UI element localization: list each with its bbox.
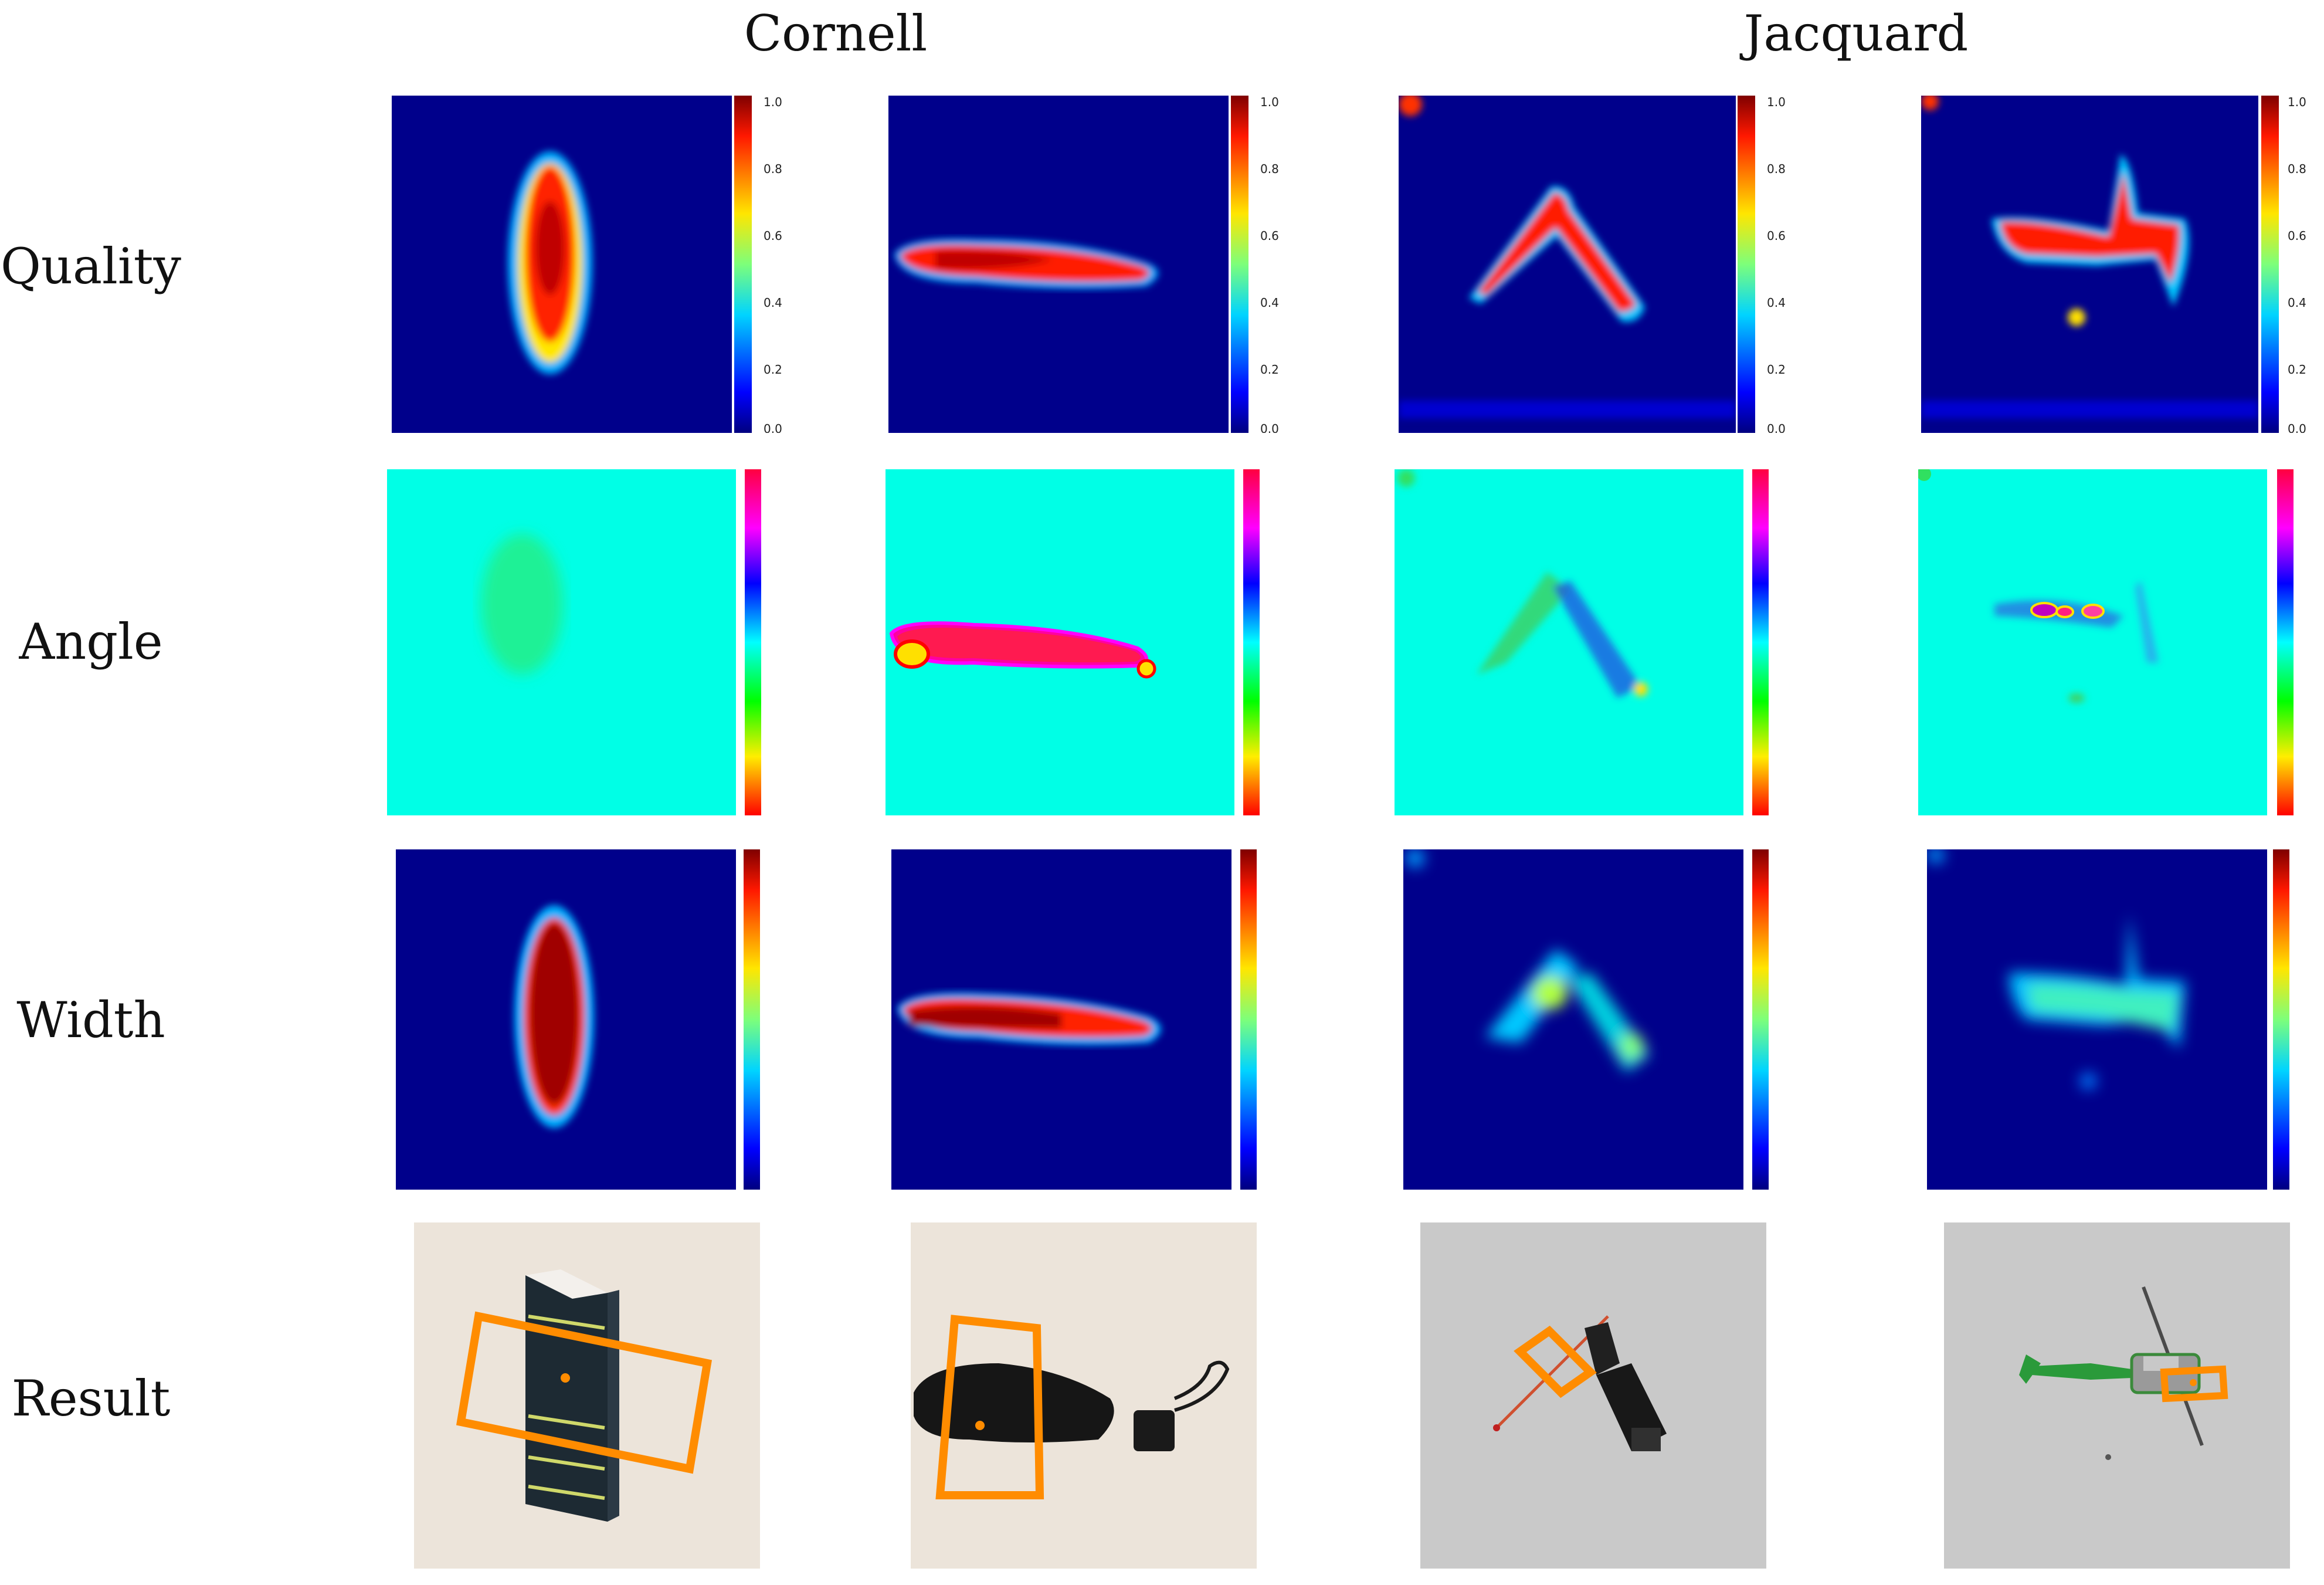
row-label-quality: Quality [1,238,181,295]
width-map-cornell-1 [396,849,736,1190]
quality-tick-label: 0.6 [2288,229,2306,243]
quality-map-jacquard-1 [1399,96,1736,433]
grasp-box [2160,1365,2228,1403]
quality-tick-label: 0.2 [2288,363,2306,377]
quality-colorbar-jacquard-1: 1.0 0.8 0.6 0.4 0.2 0.0 [1738,96,1790,433]
result-image-jacquard-2 [1944,1222,2290,1569]
umbrella-object [914,1360,1230,1451]
width-map-jacquard-1 [1403,849,1743,1190]
quality-tick-label: 0.0 [2288,422,2306,433]
result-image-jacquard-1 [1420,1222,1766,1569]
quality-tick-label: 0.0 [1767,422,1786,433]
column-title-jacquard: Jacquard [1743,5,1969,62]
tool-object [1493,1315,1667,1451]
angle-colorbar-cornell-2 [1243,469,1261,815]
angle-map-jacquard-2 [1918,469,2267,815]
quality-map-jacquard-2 [1921,96,2258,433]
width-map-cornell-2 [891,849,1231,1190]
quality-tick-label: 0.6 [1260,229,1279,243]
quality-colorbar-jacquard-2: 1.0 0.8 0.6 0.4 0.2 0.0 [2261,96,2320,433]
quality-tick-label: 0.0 [764,422,782,433]
grasp-box [935,1315,1044,1499]
quality-tick-label: 0.8 [1767,162,1786,176]
grasp-box [456,1311,713,1474]
quality-tick-label: 0.4 [1767,296,1786,310]
width-colorbar-jacquard-2 [2273,849,2291,1190]
quality-map-cornell-2 [888,96,1229,433]
width-colorbar-jacquard-1 [1752,849,1770,1190]
angle-map-jacquard-1 [1395,469,1743,815]
quality-tick-label: 0.0 [1260,422,1279,433]
quality-tick-label: 0.4 [764,296,782,310]
quality-map-cornell-1 [392,96,732,433]
grasp-box [1514,1325,1597,1398]
quality-colorbar-cornell-2: 1.0 0.8 0.6 0.4 0.2 0.0 [1231,96,1284,433]
quality-tick-label: 0.8 [2288,162,2306,176]
quality-tick-label: 0.6 [1767,229,1786,243]
quality-tick-label: 0.2 [764,363,782,377]
quality-tick-label: 0.2 [1260,363,1279,377]
angle-colorbar-jacquard-2 [2277,469,2295,815]
quality-colorbar-cornell-1: 1.0 0.8 0.6 0.4 0.2 0.0 [734,96,787,433]
angle-colorbar-jacquard-1 [1752,469,1770,815]
angle-map-cornell-1 [387,469,736,815]
quality-tick-label: 0.8 [1260,162,1279,176]
result-image-cornell-2 [911,1222,1257,1569]
column-title-cornell: Cornell [744,5,928,62]
quality-tick-label: 0.6 [764,229,782,243]
angle-colorbar-cornell-1 [745,469,762,815]
row-label-width: Width [16,991,165,1049]
angle-map-cornell-2 [886,469,1234,815]
width-colorbar-cornell-2 [1240,849,1258,1190]
quality-tick-label: 1.0 [2288,96,2306,109]
width-map-jacquard-2 [1927,849,2267,1190]
quality-tick-label: 0.8 [764,162,782,176]
book-object [525,1269,619,1522]
quality-tick-label: 1.0 [1260,96,1279,109]
result-image-cornell-1 [414,1222,760,1569]
row-label-result: Result [11,1370,171,1427]
quality-tick-label: 0.4 [1260,296,1279,310]
quality-tick-label: 0.2 [1767,363,1786,377]
quality-tick-label: 0.4 [2288,296,2306,310]
quality-tick-label: 1.0 [764,96,782,109]
width-colorbar-cornell-1 [744,849,761,1190]
row-label-angle: Angle [19,613,163,670]
quality-tick-label: 1.0 [1767,96,1786,109]
